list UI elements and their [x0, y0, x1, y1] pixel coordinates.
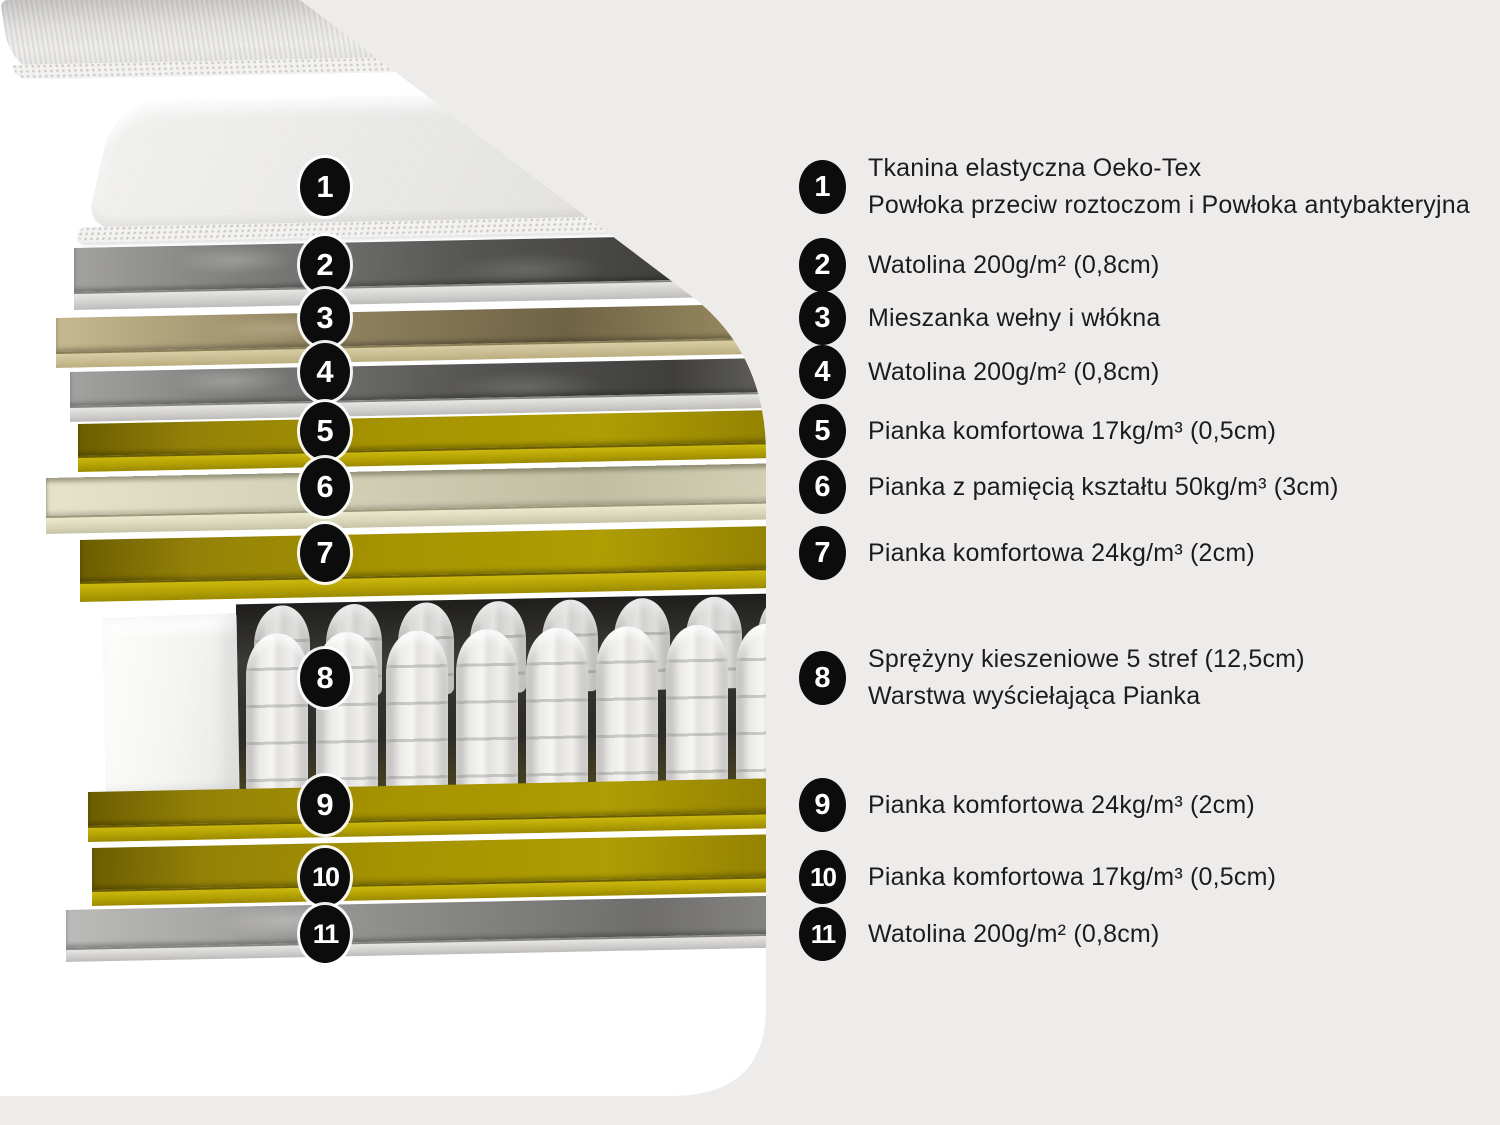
legend-text: Watolina 200g/m² (0,8cm) — [868, 916, 1159, 953]
pocket-spring — [246, 633, 308, 794]
layer-6-memory-foam — [46, 463, 806, 534]
legend-text-line: Pianka komfortowa 17kg/m³ (0,5cm) — [868, 416, 1277, 445]
legend-row-10: 10 Pianka komfortowa 17kg/m³ (0,5cm) — [799, 850, 1276, 904]
mattress-cutaway-photo — [0, 0, 812, 1102]
legend-text-line: Watolina 200g/m² (0,8cm) — [868, 357, 1160, 386]
legend-row-9: 9 Pianka komfortowa 24kg/m³ (2cm) — [799, 778, 1255, 832]
legend-row-4: 4 Watolina 200g/m² (0,8cm) — [799, 345, 1159, 399]
legend-text-line: Sprężyny kieszeniowe 5 stref (12,5cm) — [868, 645, 1305, 673]
legend-badge-10: 10 — [799, 850, 846, 904]
legend-badge-5: 5 — [799, 404, 846, 458]
legend-text: Pianka komfortowa 24kg/m³ (2cm) — [868, 787, 1255, 824]
layer-badge-11: 11 — [300, 905, 350, 963]
layer-8-pocket-springs — [96, 593, 808, 797]
layer-badge-7: 7 — [300, 524, 350, 582]
layer-badge-5: 5 — [300, 402, 350, 460]
legend-text: Tkanina elastyczna Oeko-Tex Powłoka przec… — [868, 150, 1470, 224]
legend-row-2: 2 Watolina 200g/m² (0,8cm) — [799, 238, 1159, 292]
legend-text-line: Mieszanka wełny i włókna — [868, 303, 1161, 332]
legend-text-line: Pianka z pamięcią kształtu 50kg/m³ (3cm) — [868, 472, 1339, 501]
legend-badge-2: 2 — [799, 238, 846, 292]
layer-badge-6: 6 — [300, 458, 350, 516]
legend-badge-8: 8 — [799, 651, 846, 705]
legend-badge-3: 3 — [799, 291, 846, 345]
pocket-spring — [526, 627, 588, 788]
legend-text-line: Pianka komfortowa 17kg/m³ (0,5cm) — [868, 862, 1277, 891]
legend-badge-4: 4 — [799, 345, 846, 399]
legend-text-line: Pianka komfortowa 24kg/m³ (2cm) — [868, 538, 1255, 567]
legend-text: Pianka komfortowa 17kg/m³ (0,5cm) — [868, 413, 1276, 450]
legend-row-1: 1 Tkanina elastyczna Oeko-Tex Powłoka prze… — [799, 150, 1470, 224]
bottom-cover-piping — [12, 50, 728, 79]
legend-row-8: 8 Sprężyny kieszeniowe 5 stref (12,5cm) Wa… — [799, 641, 1305, 715]
legend-row-5: 5 Pianka komfortowa 17kg/m³ (0,5cm) — [799, 404, 1276, 458]
layer-2-batting — [74, 233, 806, 310]
foam-edge-box — [102, 613, 239, 798]
legend-text: Watolina 200g/m² (0,8cm) — [868, 247, 1159, 284]
legend-text-line: Tkanina elastyczna Oeko-Tex — [868, 154, 1202, 182]
layer-badge-10: 10 — [300, 848, 350, 906]
pocket-spring — [736, 623, 798, 784]
legend-badge-6: 6 — [799, 460, 846, 514]
legend-row-11: 11 Watolina 200g/m² (0,8cm) — [799, 907, 1159, 961]
legend-text-line: Watolina 200g/m² (0,8cm) — [868, 250, 1160, 279]
layer-badge-9: 9 — [300, 776, 350, 834]
legend-badge-11: 11 — [799, 907, 846, 961]
legend-text: Sprężyny kieszeniowe 5 stref (12,5cm) War… — [868, 641, 1305, 715]
legend-text: Pianka komfortowa 24kg/m³ (2cm) — [868, 535, 1255, 572]
legend-badge-1: 1 — [799, 160, 846, 214]
pocket-spring — [596, 626, 658, 787]
layer-10-comfort-foam — [92, 834, 806, 906]
layer-11-batting — [66, 895, 806, 962]
legend-text-line: Pianka komfortowa 24kg/m³ (2cm) — [868, 790, 1255, 819]
legend-text: Pianka z pamięcią kształtu 50kg/m³ (3cm) — [868, 469, 1339, 506]
pocket-spring — [666, 624, 728, 785]
legend-text: Watolina 200g/m² (0,8cm) — [868, 354, 1159, 391]
bottom-fabric-cover — [0, 0, 729, 80]
legend-badge-9: 9 — [799, 778, 846, 832]
pocket-spring — [386, 630, 448, 791]
legend-text-line: Warstwa wyściełająca Pianka — [868, 682, 1201, 710]
layer-badge-3: 3 — [300, 289, 350, 347]
legend-text-line: Powłoka przeciw roztoczom i Powłoka anty… — [868, 191, 1470, 219]
legend-text: Mieszanka wełny i włókna — [868, 300, 1160, 337]
legend-text-line: Watolina 200g/m² (0,8cm) — [868, 919, 1160, 948]
pocket-spring — [456, 629, 518, 790]
legend-badge-7: 7 — [799, 526, 846, 580]
legend-text: Pianka komfortowa 17kg/m³ (0,5cm) — [868, 859, 1276, 896]
layer-badge-8: 8 — [300, 649, 350, 707]
layer-1-fabric-cover — [86, 87, 837, 228]
cover-piping — [77, 212, 811, 243]
legend-row-7: 7 Pianka komfortowa 24kg/m³ (2cm) — [799, 526, 1255, 580]
layer-badge-2: 2 — [300, 236, 350, 294]
layer-badge-4: 4 — [300, 343, 350, 401]
layer-3-wool-fiber-mix — [56, 303, 806, 368]
legend-row-6: 6 Pianka z pamięcią kształtu 50kg/m³ (3cm… — [799, 460, 1339, 514]
layer-7-comfort-foam — [80, 525, 806, 602]
layer-badge-1: 1 — [300, 158, 350, 216]
legend-row-3: 3 Mieszanka wełny i włókna — [799, 291, 1160, 345]
